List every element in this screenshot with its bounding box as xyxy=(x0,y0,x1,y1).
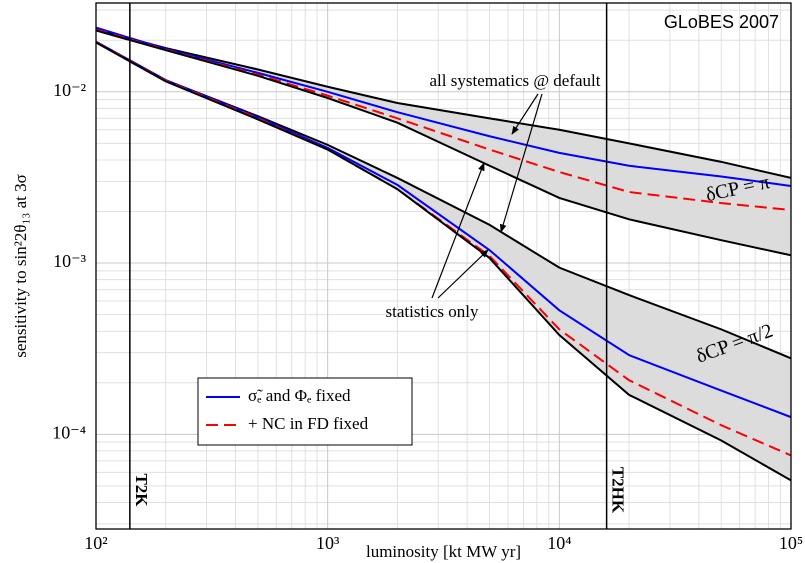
reference-label: T2K xyxy=(132,473,151,507)
y-tick-label: 10⁻³ xyxy=(53,251,87,271)
annotation: statistics only xyxy=(385,302,479,321)
legend-box xyxy=(197,377,413,446)
series-line xyxy=(96,41,791,482)
legend-label: σ̃ₑ and Φₑ fixed xyxy=(248,386,351,405)
x-tick-label: 10³ xyxy=(316,533,340,553)
y-axis-label: sensitivity to sin²2θ₁₃ at 3σ xyxy=(11,174,30,357)
shaded-band xyxy=(96,29,791,256)
legend-label: + NC in FD fixed xyxy=(248,414,369,433)
x-tick-label: 10⁴ xyxy=(547,533,571,553)
plot-frame xyxy=(95,2,792,530)
reference-label: T2HK xyxy=(609,467,628,514)
arrow xyxy=(511,93,539,135)
arrow xyxy=(437,249,489,299)
y-tick-label: 10⁻⁴ xyxy=(52,422,86,442)
x-tick-label: 10⁵ xyxy=(779,533,803,553)
watermark: GLoBES 2007 xyxy=(664,12,779,32)
annotation: all systematics @ default xyxy=(430,71,601,90)
y-tick-label: 10⁻² xyxy=(53,80,86,100)
x-tick-label: 10² xyxy=(84,533,107,553)
series-line xyxy=(96,29,791,257)
arrow xyxy=(499,93,543,233)
plot-area xyxy=(96,26,791,482)
series-line xyxy=(96,28,791,179)
series-line xyxy=(96,28,791,212)
arrow xyxy=(431,162,485,299)
series-line xyxy=(96,26,791,187)
legend: σ̃ₑ and Φₑ fixed + NC in FD fixed xyxy=(197,377,413,446)
x-axis-label: luminosity [kt MW yr] xyxy=(366,542,521,561)
